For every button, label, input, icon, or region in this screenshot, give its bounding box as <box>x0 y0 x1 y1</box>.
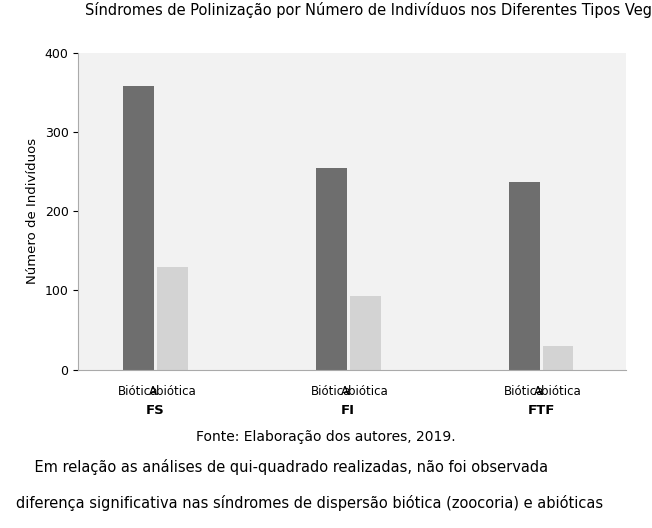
Text: Biótica: Biótica <box>504 385 544 399</box>
Bar <box>509 182 539 370</box>
Y-axis label: Número de Indivíduos: Número de Indivíduos <box>26 138 39 284</box>
Text: diferença significativa nas síndromes de dispersão biótica (zoocoria) e abiótica: diferença significativa nas síndromes de… <box>16 495 603 511</box>
Bar <box>123 86 154 370</box>
Bar <box>157 267 188 370</box>
Text: Abiótica: Abiótica <box>534 385 582 399</box>
Text: Síndromes de Polinização por Número de Indivíduos nos Diferentes Tipos Vegetacio: Síndromes de Polinização por Número de I… <box>85 3 652 18</box>
Text: Fonte: Elaboração dos autores, 2019.: Fonte: Elaboração dos autores, 2019. <box>196 430 456 445</box>
Text: Biótica: Biótica <box>118 385 158 399</box>
Text: FI: FI <box>341 404 355 417</box>
Text: FS: FS <box>146 404 165 417</box>
Bar <box>316 168 347 370</box>
Text: Abiótica: Abiótica <box>341 385 389 399</box>
Text: Abiótica: Abiótica <box>149 385 196 399</box>
Bar <box>542 346 574 370</box>
Text: Biótica: Biótica <box>311 385 351 399</box>
Text: Em relação as análises de qui-quadrado realizadas, não foi observada: Em relação as análises de qui-quadrado r… <box>16 459 548 475</box>
Bar <box>349 296 381 370</box>
Text: FTF: FTF <box>527 404 555 417</box>
